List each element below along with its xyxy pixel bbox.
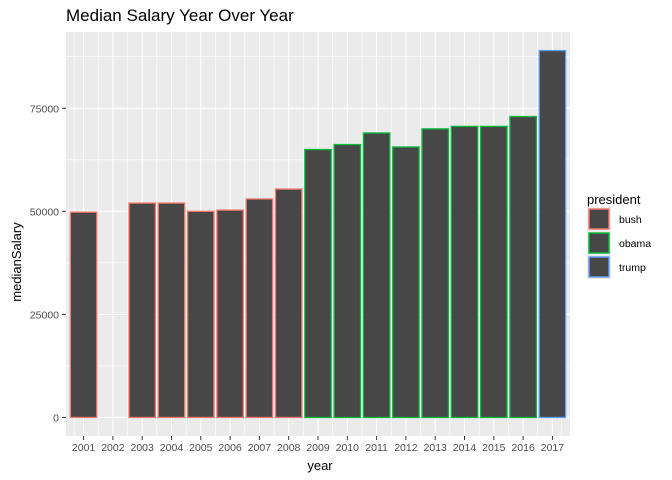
legend-label-obama: obama — [619, 238, 651, 250]
y-tick-label: 25000 — [30, 309, 59, 321]
legend-title: president — [587, 192, 641, 207]
x-tick-label: 2012 — [394, 442, 418, 454]
x-tick-label: 2009 — [306, 442, 330, 454]
x-tick-label: 2007 — [248, 442, 272, 454]
bar-2003 — [128, 202, 157, 419]
x-tick-label: 2011 — [365, 442, 388, 454]
bar-2001 — [69, 211, 98, 419]
x-tick-label: 2002 — [101, 442, 125, 454]
x-tick-label: 2014 — [453, 442, 477, 454]
bar-2007 — [245, 198, 274, 419]
bar-2015 — [479, 125, 508, 419]
bar-2017 — [538, 49, 567, 419]
y-tick-label: 50000 — [30, 206, 59, 218]
y-tick-label: 0 — [53, 412, 59, 424]
x-tick-label: 2005 — [189, 442, 213, 454]
x-tick-label: 2006 — [218, 442, 242, 454]
legend-label-trump: trump — [619, 262, 646, 274]
x-axis-title: year — [307, 458, 333, 473]
x-tick-label: 2015 — [482, 442, 506, 454]
bars-layer — [69, 49, 567, 419]
bar-2012 — [392, 146, 420, 419]
bar-2004 — [157, 202, 186, 419]
axes-layer: 0 25000 50000 75000 2001 2002 2003 2004 2005 2006… — [30, 103, 564, 454]
bar-2006 — [216, 209, 244, 419]
bar-2011 — [362, 132, 391, 419]
bar-2008 — [274, 188, 303, 419]
y-axis-title: medianSalary — [9, 222, 24, 302]
x-tick-label: 2016 — [511, 442, 535, 454]
legend: president bush obama trump — [587, 192, 651, 279]
legend-key-bush — [588, 208, 610, 230]
bar-2010 — [333, 143, 362, 419]
x-tick-label: 2008 — [277, 442, 301, 454]
bar-2009 — [304, 148, 332, 419]
x-tick-label: 2010 — [336, 442, 360, 454]
bar-2016 — [509, 115, 537, 419]
bar-2005 — [186, 210, 215, 419]
legend-key-obama — [588, 232, 610, 254]
legend-key-trump — [588, 256, 610, 278]
x-tick-label: 2013 — [424, 442, 448, 454]
bar-2014 — [450, 125, 479, 419]
legend-label-bush: bush — [619, 214, 642, 226]
x-tick-label: 2017 — [541, 442, 565, 454]
chart-title: Median Salary Year Over Year — [66, 6, 294, 25]
x-tick-label: 2001 — [72, 442, 96, 454]
x-tick-label: 2003 — [131, 442, 155, 454]
bar-2013 — [421, 128, 450, 419]
x-tick-label: 2004 — [160, 442, 184, 454]
y-tick-label: 75000 — [30, 103, 59, 115]
